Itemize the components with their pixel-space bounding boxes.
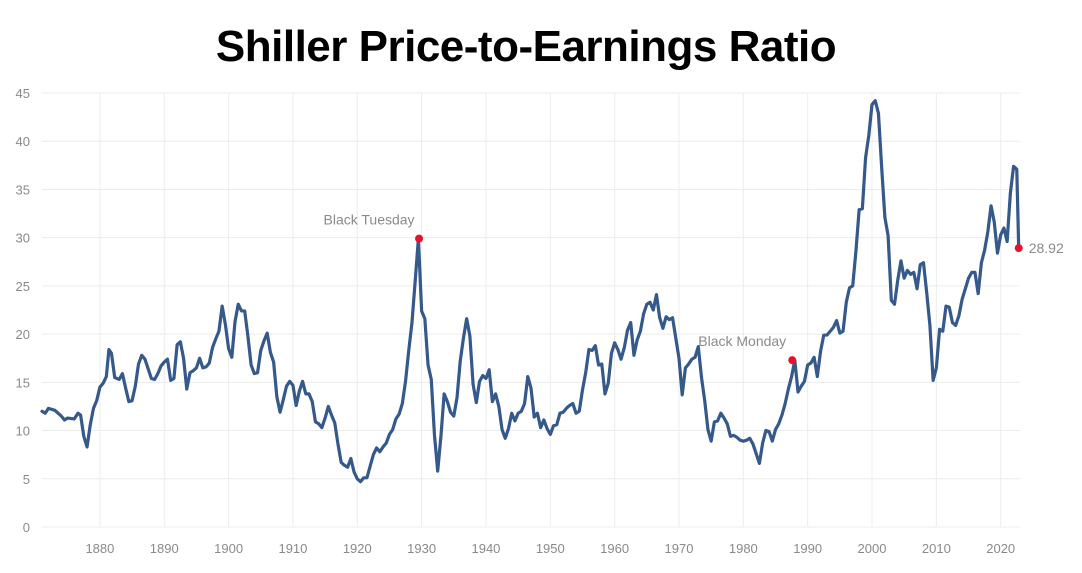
y-tick-label: 15 bbox=[16, 375, 30, 390]
x-tick-label: 2010 bbox=[922, 541, 951, 556]
y-axis-ticks: 0 5 10 15 20 25 30 35 40 45 bbox=[16, 86, 30, 535]
y-tick-label: 25 bbox=[16, 279, 30, 294]
x-tick-label: 1880 bbox=[85, 541, 114, 556]
x-tick-label: 1980 bbox=[729, 541, 758, 556]
y-tick-label: 5 bbox=[23, 472, 30, 487]
y-tick-label: 20 bbox=[16, 327, 30, 342]
annotation-label: Black Monday bbox=[698, 333, 786, 349]
x-tick-label: 1940 bbox=[471, 541, 500, 556]
last-value-marker bbox=[1014, 244, 1023, 253]
x-tick-label: 1960 bbox=[600, 541, 629, 556]
grid-layer bbox=[42, 92, 1020, 528]
x-tick-label: 2000 bbox=[858, 541, 887, 556]
pe-ratio-line bbox=[40, 99, 1021, 484]
x-axis-ticks: 1880 1890 1900 1910 1920 1930 1940 1950 1960 1970… bbox=[85, 541, 1015, 556]
y-tick-label: 10 bbox=[16, 424, 30, 439]
chart-title: Shiller Price-to-Earnings Ratio bbox=[215, 22, 837, 71]
x-tick-label: 1890 bbox=[150, 541, 179, 556]
x-tick-label: 1930 bbox=[407, 541, 436, 556]
x-tick-label: 2020 bbox=[986, 541, 1015, 556]
annotation-marker bbox=[788, 356, 797, 365]
x-tick-label: 1950 bbox=[536, 541, 565, 556]
y-tick-label: 45 bbox=[16, 86, 30, 101]
y-tick-label: 40 bbox=[16, 134, 30, 149]
y-tick-label: 35 bbox=[16, 182, 30, 197]
x-tick-label: 1920 bbox=[343, 541, 372, 556]
x-tick-label: 1910 bbox=[278, 541, 307, 556]
annotation-label: Black Tuesday bbox=[324, 212, 415, 228]
last-value-label: 28.92 bbox=[1029, 240, 1064, 256]
x-tick-label: 1970 bbox=[665, 541, 694, 556]
annotations: Black Tuesday Black Monday 28.92 bbox=[324, 212, 1064, 365]
y-tick-label: 30 bbox=[16, 231, 30, 246]
x-tick-label: 1900 bbox=[214, 541, 243, 556]
y-tick-label: 0 bbox=[23, 520, 30, 535]
x-tick-label: 1990 bbox=[793, 541, 822, 556]
annotation-marker bbox=[415, 234, 424, 243]
